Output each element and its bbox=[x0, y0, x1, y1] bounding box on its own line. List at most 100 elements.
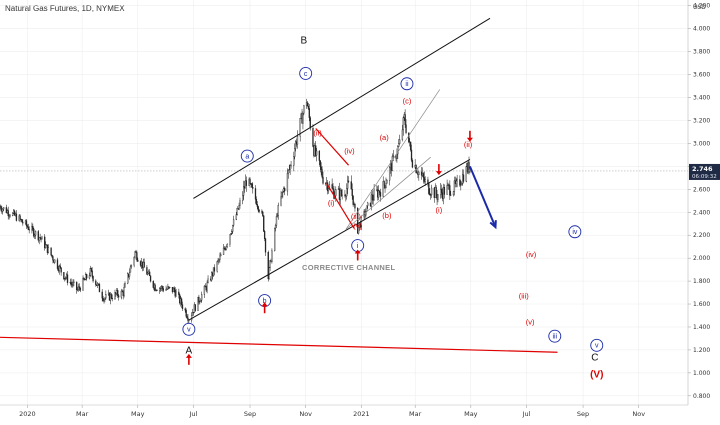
candle-body bbox=[162, 288, 164, 291]
candle-body bbox=[430, 194, 432, 196]
candle-body bbox=[83, 277, 85, 280]
wave-label-red: (iii) bbox=[519, 291, 529, 300]
price-tag-countdown: 06:09:32 bbox=[692, 174, 717, 180]
wave-label-blue: a bbox=[245, 153, 249, 160]
candle-body bbox=[207, 278, 209, 283]
candle-body bbox=[2, 207, 5, 210]
candle-body bbox=[34, 235, 36, 237]
candle-body bbox=[262, 211, 264, 216]
candle-body bbox=[428, 183, 430, 194]
candle-body bbox=[146, 267, 148, 275]
candle-body bbox=[117, 290, 119, 296]
candle-body bbox=[456, 179, 458, 182]
candle-body bbox=[230, 233, 232, 235]
candle-body bbox=[212, 267, 215, 276]
candle-body bbox=[373, 189, 375, 201]
candle-body bbox=[52, 256, 54, 261]
candle-body bbox=[365, 211, 367, 216]
candle-body bbox=[98, 284, 101, 293]
candle-body bbox=[173, 287, 175, 291]
wave-label-blue: v bbox=[595, 343, 599, 350]
candle-body bbox=[378, 190, 381, 193]
candle-body bbox=[165, 288, 167, 291]
wave-label-red: (b) bbox=[382, 211, 392, 220]
candle-body bbox=[267, 252, 269, 280]
candle-body bbox=[429, 193, 431, 196]
candle-body bbox=[66, 274, 69, 283]
candle-body bbox=[290, 165, 292, 167]
candle-body bbox=[218, 259, 220, 261]
candle-body bbox=[22, 221, 24, 224]
candle-body bbox=[0, 206, 2, 210]
candle-body bbox=[91, 270, 93, 277]
price-tag-value: 2.746 bbox=[692, 165, 713, 173]
candle-body bbox=[402, 117, 404, 131]
wave-label-red: (i) bbox=[328, 198, 335, 207]
candle-body bbox=[257, 206, 259, 211]
wave-label-blue: iii bbox=[552, 334, 557, 341]
y-tick-label: 4.200 bbox=[693, 3, 710, 10]
candle-body bbox=[236, 208, 238, 215]
wave-label-red: (v) bbox=[353, 221, 362, 230]
currency-label: USD bbox=[693, 4, 706, 11]
arrow-down-head bbox=[435, 171, 442, 176]
candle-body bbox=[204, 285, 206, 288]
wave-circle bbox=[299, 66, 313, 80]
watermark: CORRECTIVE CHANNEL bbox=[302, 263, 395, 272]
candle-body bbox=[239, 200, 241, 206]
candle-body bbox=[386, 180, 388, 184]
candle-body bbox=[254, 188, 257, 200]
candle-body bbox=[352, 195, 354, 205]
candle-body bbox=[211, 272, 213, 281]
candle-body bbox=[123, 287, 125, 296]
candle-body bbox=[357, 227, 360, 234]
candle-body bbox=[256, 204, 258, 207]
candle-body bbox=[370, 194, 373, 207]
candle-body bbox=[315, 145, 317, 156]
arrow-up-head bbox=[185, 353, 192, 358]
candle-body bbox=[322, 176, 324, 184]
candle-body bbox=[44, 236, 46, 249]
candle-body bbox=[315, 150, 318, 156]
channel-line bbox=[188, 159, 471, 321]
trend-lines bbox=[0, 17, 688, 353]
y-tick-label: 1.000 bbox=[693, 370, 710, 377]
candle-body bbox=[60, 267, 62, 273]
candle-body bbox=[401, 129, 404, 140]
channel-line bbox=[345, 156, 431, 230]
candle-body bbox=[136, 252, 138, 261]
candle-body bbox=[154, 284, 156, 291]
candle-body bbox=[327, 188, 330, 192]
wave-label-blue: v bbox=[187, 327, 191, 334]
candle-body bbox=[129, 266, 132, 273]
candle-body bbox=[105, 294, 107, 299]
red-trend-line bbox=[0, 336, 558, 353]
candle-body bbox=[430, 187, 433, 196]
candle-body bbox=[287, 170, 289, 174]
candle-body bbox=[37, 231, 39, 241]
candle-body bbox=[56, 259, 59, 269]
arrow-down-head bbox=[466, 137, 473, 142]
candle-body bbox=[124, 282, 126, 288]
candle-body bbox=[294, 141, 297, 149]
candle-body bbox=[418, 171, 420, 176]
candle-body bbox=[258, 209, 260, 212]
wave-label-red: (V) bbox=[590, 369, 603, 380]
x-tick-label: Sep bbox=[244, 410, 256, 418]
candle-body bbox=[38, 237, 40, 241]
candle-body bbox=[277, 204, 279, 217]
candle-body bbox=[148, 271, 151, 277]
candle-body bbox=[299, 118, 301, 137]
candle-body bbox=[134, 251, 136, 258]
y-tick-label: 1.400 bbox=[693, 324, 710, 331]
candle-body bbox=[293, 156, 295, 166]
candle-body bbox=[127, 273, 129, 284]
candle-body bbox=[281, 192, 283, 197]
candle-body bbox=[175, 291, 177, 297]
grid bbox=[0, 0, 688, 405]
candle-body bbox=[251, 183, 253, 188]
candle-body bbox=[41, 236, 43, 240]
wave-label-blue: ii bbox=[405, 81, 409, 88]
